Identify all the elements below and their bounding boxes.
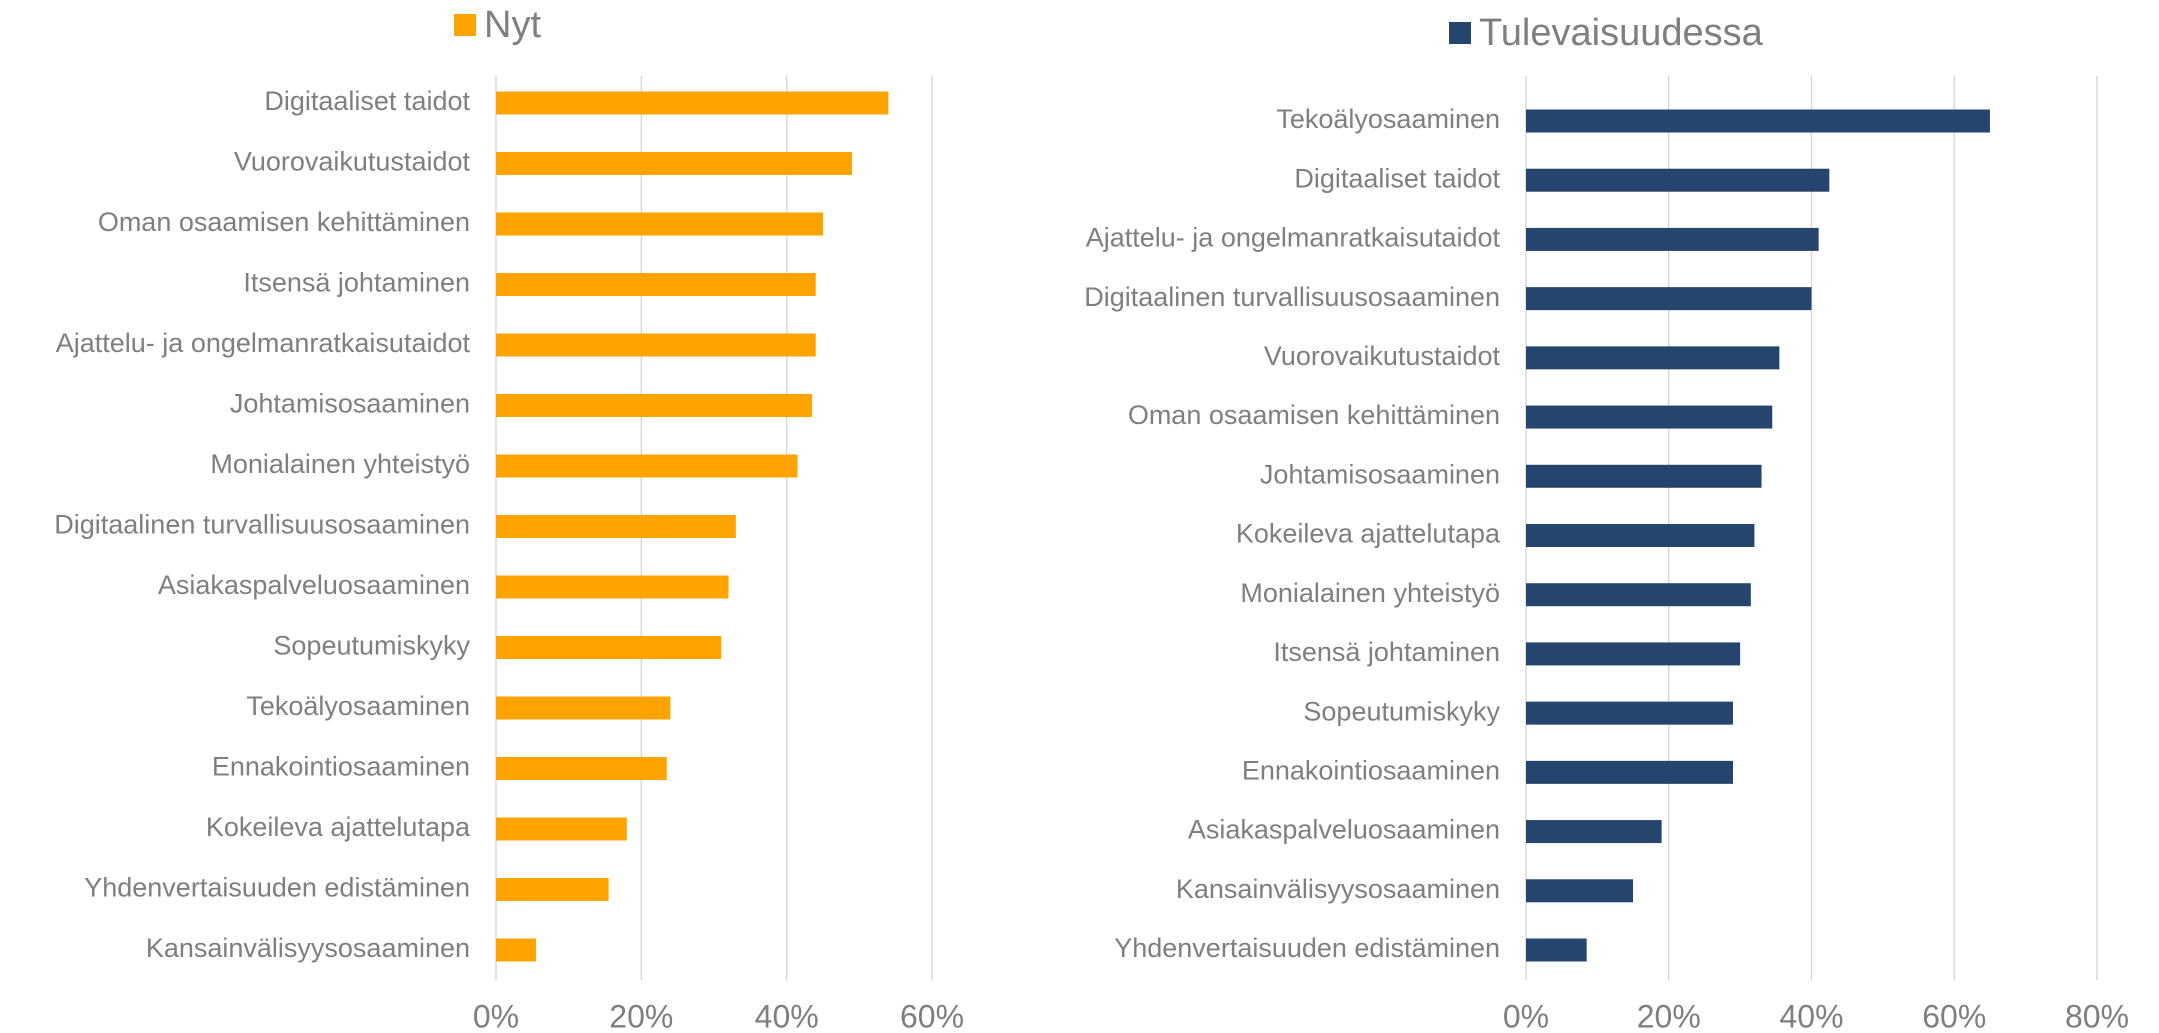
y-tick-label: Kansainvälisyysosaaminen: [146, 933, 470, 963]
legend-swatch: [1449, 22, 1471, 44]
bar: [496, 454, 798, 478]
x-tick-label: 60%: [900, 998, 964, 1033]
x-tick-label: 20%: [609, 998, 673, 1033]
y-tick-label: Tekoälyosaaminen: [1276, 104, 1500, 134]
y-tick-label: Vuorovaikutustaidot: [234, 147, 471, 177]
bar: [496, 515, 736, 538]
bar: [496, 333, 816, 357]
bar: [1526, 701, 1733, 725]
y-tick-label: Itsensä johtaminen: [1273, 637, 1500, 667]
bar: [1526, 464, 1762, 488]
bar: [1526, 524, 1755, 547]
y-tick-label: Digitaalinen turvallisuusosaaminen: [1084, 282, 1500, 312]
y-tick-label: Oman osaamisen kehittäminen: [98, 207, 470, 237]
bar: [1526, 583, 1751, 607]
x-tick-label: 0%: [1503, 998, 1549, 1033]
legend-label: Tulevaisuudessa: [1479, 12, 1764, 54]
bar: [1526, 168, 1830, 192]
x-tick-label: 40%: [755, 998, 819, 1033]
bar: [1526, 405, 1773, 429]
bar: [1526, 820, 1662, 844]
y-tick-label: Ennakointiosaaminen: [212, 752, 470, 782]
y-tick-label: Asiakaspalveluosaaminen: [158, 570, 470, 600]
y-tick-label: Johtamisosaaminen: [1260, 459, 1500, 489]
y-tick-label: Sopeutumiskyky: [1303, 696, 1500, 726]
bar: [1526, 642, 1741, 666]
bar: [1526, 346, 1780, 370]
bar: [1526, 287, 1812, 311]
y-tick-label: Ajattelu- ja ongelmanratkaisutaidot: [56, 328, 471, 358]
bar: [496, 273, 816, 296]
y-tick-label: Monialainen yhteistyö: [1240, 578, 1500, 608]
bar: [496, 91, 889, 115]
y-tick-label: Yhdenvertaisuuden edistäminen: [84, 873, 470, 903]
y-tick-label: Sopeutumiskyky: [273, 631, 470, 661]
bar: [496, 878, 609, 901]
bar: [496, 212, 823, 236]
y-tick-label: Digitaaliset taidot: [264, 86, 470, 116]
y-tick-label: Digitaaliset taidot: [1294, 163, 1500, 193]
y-tick-label: Vuorovaikutustaidot: [1264, 341, 1501, 371]
x-tick-label: 0%: [473, 998, 519, 1033]
bar: [1526, 938, 1587, 962]
bar: [496, 938, 536, 962]
x-tick-label: 60%: [1922, 998, 1986, 1033]
bar: [496, 636, 722, 659]
x-tick-label: 20%: [1637, 998, 1701, 1033]
bar: [496, 757, 667, 780]
y-tick-label: Ajattelu- ja ongelmanratkaisutaidot: [1086, 223, 1501, 253]
y-tick-label: Johtamisosaaminen: [230, 389, 470, 419]
bar: [496, 696, 671, 720]
y-tick-label: Oman osaamisen kehittäminen: [1128, 400, 1500, 430]
y-tick-label: Itsensä johtaminen: [243, 268, 470, 298]
bar: [496, 817, 627, 841]
y-tick-label: Kansainvälisyysosaaminen: [1176, 874, 1500, 904]
bar: [1526, 879, 1634, 903]
bar: [496, 575, 729, 599]
bar: [496, 152, 853, 175]
y-tick-label: Digitaalinen turvallisuusosaaminen: [54, 510, 470, 540]
y-tick-label: Yhdenvertaisuuden edistäminen: [1114, 933, 1500, 963]
x-tick-label: 80%: [2065, 998, 2129, 1033]
y-tick-label: Kokeileva ajattelutapa: [206, 812, 471, 842]
y-tick-label: Ennakointiosaaminen: [1242, 755, 1500, 785]
bar: [1526, 109, 1990, 133]
bar: [1526, 760, 1733, 784]
y-tick-label: Monialainen yhteistyö: [210, 449, 470, 479]
y-tick-label: Kokeileva ajattelutapa: [1236, 519, 1501, 549]
x-tick-label: 40%: [1779, 998, 1843, 1033]
legend-swatch: [454, 14, 476, 36]
bar: [496, 394, 813, 417]
legend-label: Nyt: [484, 4, 541, 46]
y-tick-label: Tekoälyosaaminen: [246, 691, 470, 721]
bar: [1526, 227, 1819, 251]
y-tick-label: Asiakaspalveluosaaminen: [1188, 815, 1500, 845]
